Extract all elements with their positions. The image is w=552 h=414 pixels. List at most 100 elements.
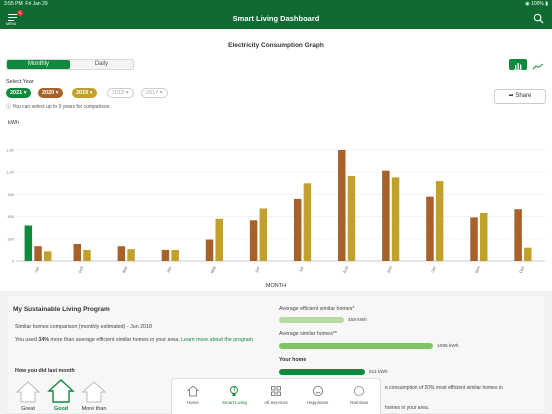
bar-2020-jul: [293, 198, 302, 261]
chat-circle-icon: [354, 385, 365, 397]
bar-2019-apr: [171, 249, 179, 261]
y-tick-label: 0: [12, 260, 14, 264]
comparison-note: ⓘ You can select up to 3 years for compa…: [6, 104, 111, 110]
x-tick-label: Feb: [77, 265, 84, 274]
bar-2019-may: [215, 218, 223, 261]
cmp-bar-average: [279, 343, 433, 349]
rating-great: Great: [21, 406, 35, 412]
grid-icon: [271, 386, 281, 396]
cmp-value-efficient: 458 kWh: [348, 318, 367, 323]
consumption-chart: kWh 0 300 600 900 1.2K 1.5K Jan Feb Mar Apr May Jun J…: [6, 120, 545, 288]
house-good-icon: [47, 379, 75, 403]
menu-button[interactable]: 1 MENU: [6, 10, 24, 27]
x-tick-label: Sep: [386, 265, 393, 274]
bar-2020-feb: [73, 243, 82, 261]
year-pill-2020[interactable]: 2020 ▾: [38, 88, 63, 98]
x-tick-label: Jun: [254, 266, 261, 274]
share-button[interactable]: ➦ Share: [494, 89, 546, 104]
search-icon[interactable]: [533, 13, 544, 24]
bar-2020-aug: [338, 150, 346, 261]
cmp-value-your-home: 611 kWh: [369, 370, 388, 375]
bar-2019-jan: [43, 251, 52, 261]
graph-title: Electricity Consumption Graph: [228, 42, 324, 49]
x-axis-label: MONTH: [266, 283, 286, 288]
x-tick-label: Mar: [121, 265, 128, 274]
learn-more-link[interactable]: Learn more about the program: [181, 337, 253, 343]
year-pill-2019[interactable]: 2019 ▾: [72, 88, 97, 98]
bar-2019-oct: [435, 181, 444, 261]
menu-badge: 1: [17, 10, 23, 16]
tab-all-services[interactable]: All Services: [255, 379, 297, 414]
home-icon: [186, 385, 199, 397]
bar-2019-jul: [303, 183, 312, 261]
tab-rammas[interactable]: Rammas: [338, 379, 380, 414]
bar-2019-nov: [479, 212, 488, 261]
select-year-label: Select Year: [6, 79, 34, 85]
cmp-label-average: Average similar homes**: [279, 331, 337, 337]
y-tick-label: 900: [8, 193, 14, 197]
footnote-line-1: e consumption of 20% most efficient simi…: [385, 385, 503, 391]
x-tick-label: Oct: [430, 265, 437, 273]
year-pill-2018[interactable]: 2018 ▾: [107, 88, 134, 98]
tab-daily[interactable]: Daily: [94, 61, 109, 67]
y-tick-label: 1.5K: [6, 149, 14, 153]
cmp-label-efficient: Average efficient similar homes*: [279, 306, 355, 312]
app-header: 1 MENU Smart Living Dashboard: [0, 8, 552, 29]
x-tick-label: Dec: [518, 265, 525, 273]
sustainable-living-panel: My Sustainable Living Program Similar ho…: [6, 295, 546, 414]
bar-2019-mar: [127, 249, 135, 261]
house-great-icon: [15, 381, 41, 403]
bar-2020-nov: [470, 217, 478, 261]
bar-2020-may: [205, 239, 214, 261]
menu-label: MENU: [6, 22, 17, 26]
last-month-label: How you did last month: [15, 368, 75, 374]
page-title: Smart Living Dashboard: [232, 14, 320, 23]
smiley-icon: [312, 386, 323, 396]
tab-smart-living[interactable]: Smart Living: [214, 379, 256, 414]
year-pill-2017[interactable]: 2017 ▾: [141, 88, 168, 98]
bar-view-button[interactable]: [509, 59, 527, 70]
x-tick-label: Apr: [165, 265, 172, 273]
bar-2020-jun: [249, 220, 258, 261]
year-pill-2021[interactable]: 2021 ▾: [6, 88, 31, 98]
bar-2019-dec: [524, 247, 532, 261]
line-chart-icon: [532, 63, 544, 70]
x-tick-label: May: [209, 265, 216, 274]
info-icon: ⓘ: [6, 104, 12, 110]
bar-2020-apr: [161, 249, 170, 261]
status-time: 3:55 PM Fri Jan 29: [4, 1, 48, 7]
bar-2020-dec: [514, 209, 522, 261]
program-title: My Sustainable Living Program: [13, 306, 110, 313]
y-axis-label: kWh: [8, 120, 19, 126]
x-tick-label: Nov: [474, 265, 481, 273]
bar-2019-sep: [391, 177, 400, 261]
tab-home[interactable]: Home: [172, 379, 214, 414]
cmp-bar-efficient: [279, 317, 344, 323]
line-view-button[interactable]: [529, 59, 547, 70]
bar-chart-icon: [514, 63, 522, 70]
rating-good: Good: [53, 406, 69, 412]
x-tick-label: Aug: [342, 265, 349, 273]
period-toggle: Monthly Daily: [6, 59, 134, 70]
cmp-bar-your-home: [279, 369, 365, 375]
y-tick-label: 600: [8, 215, 14, 219]
status-battery: ◉ 100% ▮: [525, 1, 548, 7]
rating-more-than: More than: [81, 406, 107, 412]
x-tick-label: Jan: [33, 266, 40, 274]
bar-2020-mar: [117, 246, 126, 261]
tab-happiness[interactable]: Happiness: [297, 379, 339, 414]
y-tick-label: 300: [8, 237, 14, 241]
bottom-tab-bar: Home Smart Living All Services Happiness…: [171, 378, 381, 414]
bar-2020-sep: [382, 170, 390, 261]
program-subtitle: Similar homes comparison (monthly estima…: [15, 324, 152, 330]
share-icon: ➦: [508, 93, 514, 99]
leaf-bulb-icon: [230, 386, 239, 396]
tab-monthly[interactable]: Monthly: [7, 60, 70, 69]
footnote-line-2: homes in your area.: [385, 405, 430, 411]
program-usage-text: You used 34% more than average efficient…: [15, 337, 253, 343]
bar-2019-feb: [83, 249, 91, 261]
bar-2020-jan: [34, 246, 42, 261]
cmp-label-your-home: Your home: [279, 357, 307, 363]
status-bar: 3:55 PM Fri Jan 29 ◉ 100% ▮: [0, 0, 552, 8]
consumption-panel: Electricity Consumption Graph Monthly Da…: [0, 29, 552, 291]
